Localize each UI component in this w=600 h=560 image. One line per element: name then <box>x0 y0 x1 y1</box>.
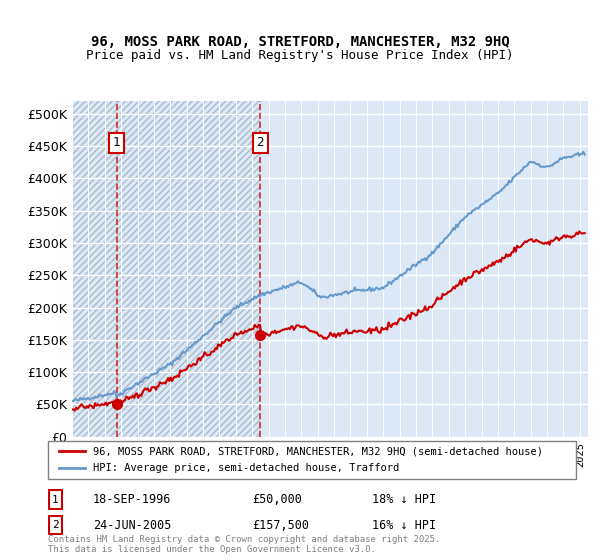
Bar <box>72 101 260 437</box>
Text: 1: 1 <box>113 136 121 150</box>
Text: £157,500: £157,500 <box>252 519 309 532</box>
Text: 18% ↓ HPI: 18% ↓ HPI <box>372 493 436 506</box>
Text: Contains HM Land Registry data © Crown copyright and database right 2025.
This d: Contains HM Land Registry data © Crown c… <box>48 535 440 554</box>
Text: 2: 2 <box>256 136 264 150</box>
Text: 96, MOSS PARK ROAD, STRETFORD, MANCHESTER, M32 9HQ (semi-detached house): 96, MOSS PARK ROAD, STRETFORD, MANCHESTE… <box>93 446 543 456</box>
Text: 1: 1 <box>52 494 59 505</box>
Text: 16% ↓ HPI: 16% ↓ HPI <box>372 519 436 532</box>
Text: HPI: Average price, semi-detached house, Trafford: HPI: Average price, semi-detached house,… <box>93 463 399 473</box>
FancyBboxPatch shape <box>48 441 576 479</box>
Text: Price paid vs. HM Land Registry's House Price Index (HPI): Price paid vs. HM Land Registry's House … <box>86 49 514 62</box>
Text: £50,000: £50,000 <box>252 493 302 506</box>
Text: 96, MOSS PARK ROAD, STRETFORD, MANCHESTER, M32 9HQ: 96, MOSS PARK ROAD, STRETFORD, MANCHESTE… <box>91 35 509 49</box>
Text: 24-JUN-2005: 24-JUN-2005 <box>93 519 172 532</box>
Text: 2: 2 <box>52 520 59 530</box>
Text: 18-SEP-1996: 18-SEP-1996 <box>93 493 172 506</box>
